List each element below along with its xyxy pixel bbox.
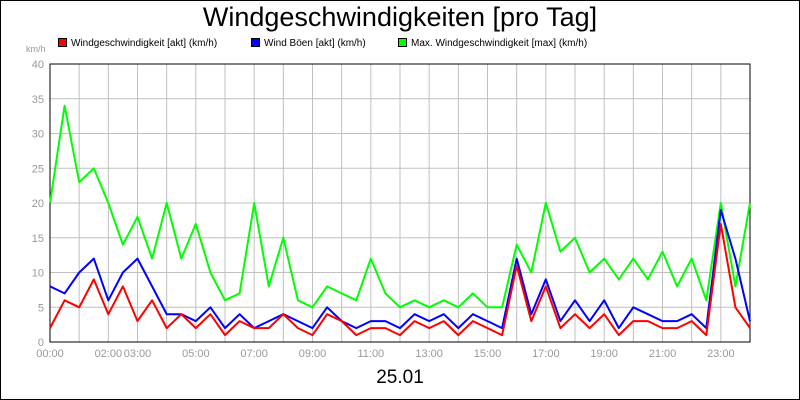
x-tick-label: 13:00: [415, 348, 443, 360]
y-tick-label: 25: [32, 163, 44, 175]
x-tick-label: 17:00: [532, 348, 560, 360]
y-tick-label: 0: [38, 337, 44, 349]
legend-swatch-wind-speed: [58, 38, 67, 47]
y-tick-label: 35: [32, 94, 44, 106]
x-tick-label: 03:00: [124, 348, 152, 360]
legend-label-gusts: Wind Böen [akt] (km/h): [264, 38, 366, 49]
chart-title: Windgeschwindigkeiten [pro Tag]: [202, 2, 598, 32]
legend-label-max-wind: Max. Windgeschwindigkeit [max] (km/h): [411, 38, 588, 49]
y-tick-label: 5: [38, 302, 44, 314]
y-tick-label: 30: [32, 129, 44, 141]
y-tick-label: 40: [32, 59, 44, 71]
y-axis-unit: km/h: [26, 44, 46, 54]
x-axis-date-label: 25.01: [376, 367, 424, 388]
legend-item-gusts: Wind Böen [akt] (km/h): [251, 37, 366, 51]
x-tick-label: 02:00: [95, 348, 123, 360]
wind-speed-line: [49, 222, 751, 337]
x-tick-label: 15:00: [474, 348, 502, 360]
legend-item-wind-speed: Windgeschwindigkeit [akt] (km/h): [58, 37, 217, 51]
legend-label-wind-speed: Windgeschwindigkeit [akt] (km/h): [71, 38, 218, 49]
x-tick-label: 07:00: [240, 348, 268, 360]
y-tick-label: 15: [32, 233, 44, 245]
x-tick-label: 00:00: [36, 348, 64, 360]
x-tick-label: 21:00: [649, 348, 677, 360]
x-tick-label: 09:00: [299, 348, 327, 360]
x-tick-label: 05:00: [182, 348, 210, 360]
y-tick-label: 20: [32, 198, 44, 210]
y-tick-label: 10: [32, 268, 44, 280]
max-wind-line: [49, 104, 751, 309]
x-tick-label: 11:00: [357, 348, 384, 360]
x-tick-label: 23:00: [707, 348, 735, 360]
legend-swatch-gusts: [251, 38, 260, 47]
legend-item-max-wind: Max. Windgeschwindigkeit [max] (km/h): [398, 37, 587, 51]
x-tick-label: 19:00: [590, 348, 618, 360]
legend-swatch-max-wind: [398, 38, 407, 47]
gusts-line: [49, 209, 751, 330]
